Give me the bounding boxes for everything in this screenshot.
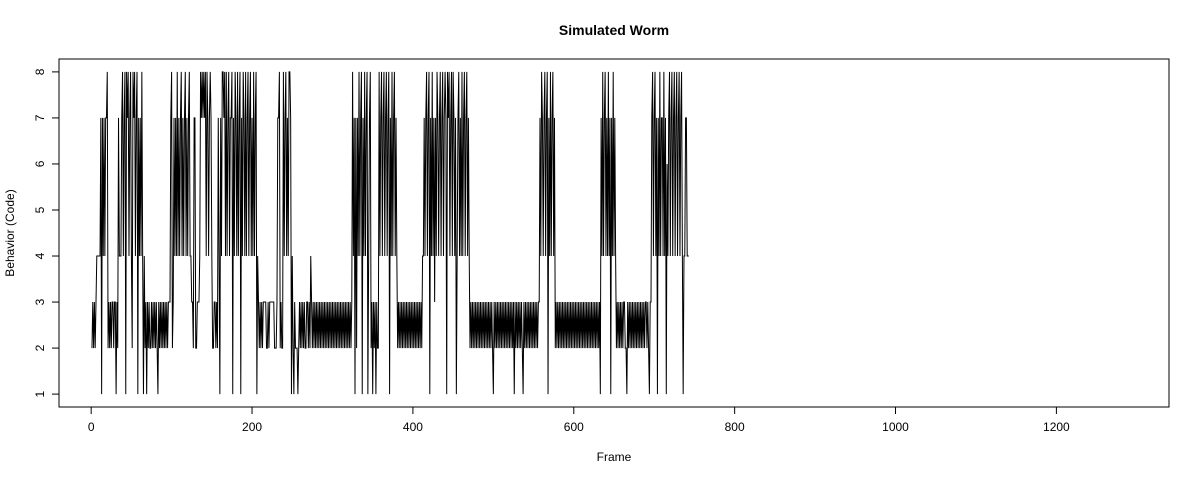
y-tick-label: 4 bbox=[33, 252, 47, 259]
y-tick-label: 7 bbox=[33, 114, 47, 121]
series-line bbox=[91, 71, 689, 395]
y-tick-label: 1 bbox=[33, 390, 47, 397]
x-tick-label: 0 bbox=[88, 420, 95, 434]
x-axis-label: Frame bbox=[597, 450, 632, 464]
x-tick-label: 1000 bbox=[882, 420, 909, 434]
x-tick-label: 1200 bbox=[1043, 420, 1070, 434]
x-tick-label: 600 bbox=[564, 420, 584, 434]
y-tick-label: 5 bbox=[33, 206, 47, 213]
y-axis-label: Behavior (Code) bbox=[3, 189, 17, 276]
x-tick-label: 200 bbox=[242, 420, 262, 434]
y-axis: 1 2 3 4 5 6 7 8 bbox=[33, 68, 60, 397]
y-tick-label: 3 bbox=[33, 298, 47, 305]
x-tick-label: 400 bbox=[403, 420, 423, 434]
y-tick-label: 2 bbox=[33, 344, 47, 351]
x-axis: 0 200 400 600 800 1000 1200 bbox=[88, 406, 1070, 434]
x-tick-label: 800 bbox=[725, 420, 745, 434]
y-tick-label: 6 bbox=[33, 160, 47, 167]
chart-title: Simulated Worm bbox=[559, 22, 669, 38]
y-tick-label: 8 bbox=[33, 68, 47, 75]
